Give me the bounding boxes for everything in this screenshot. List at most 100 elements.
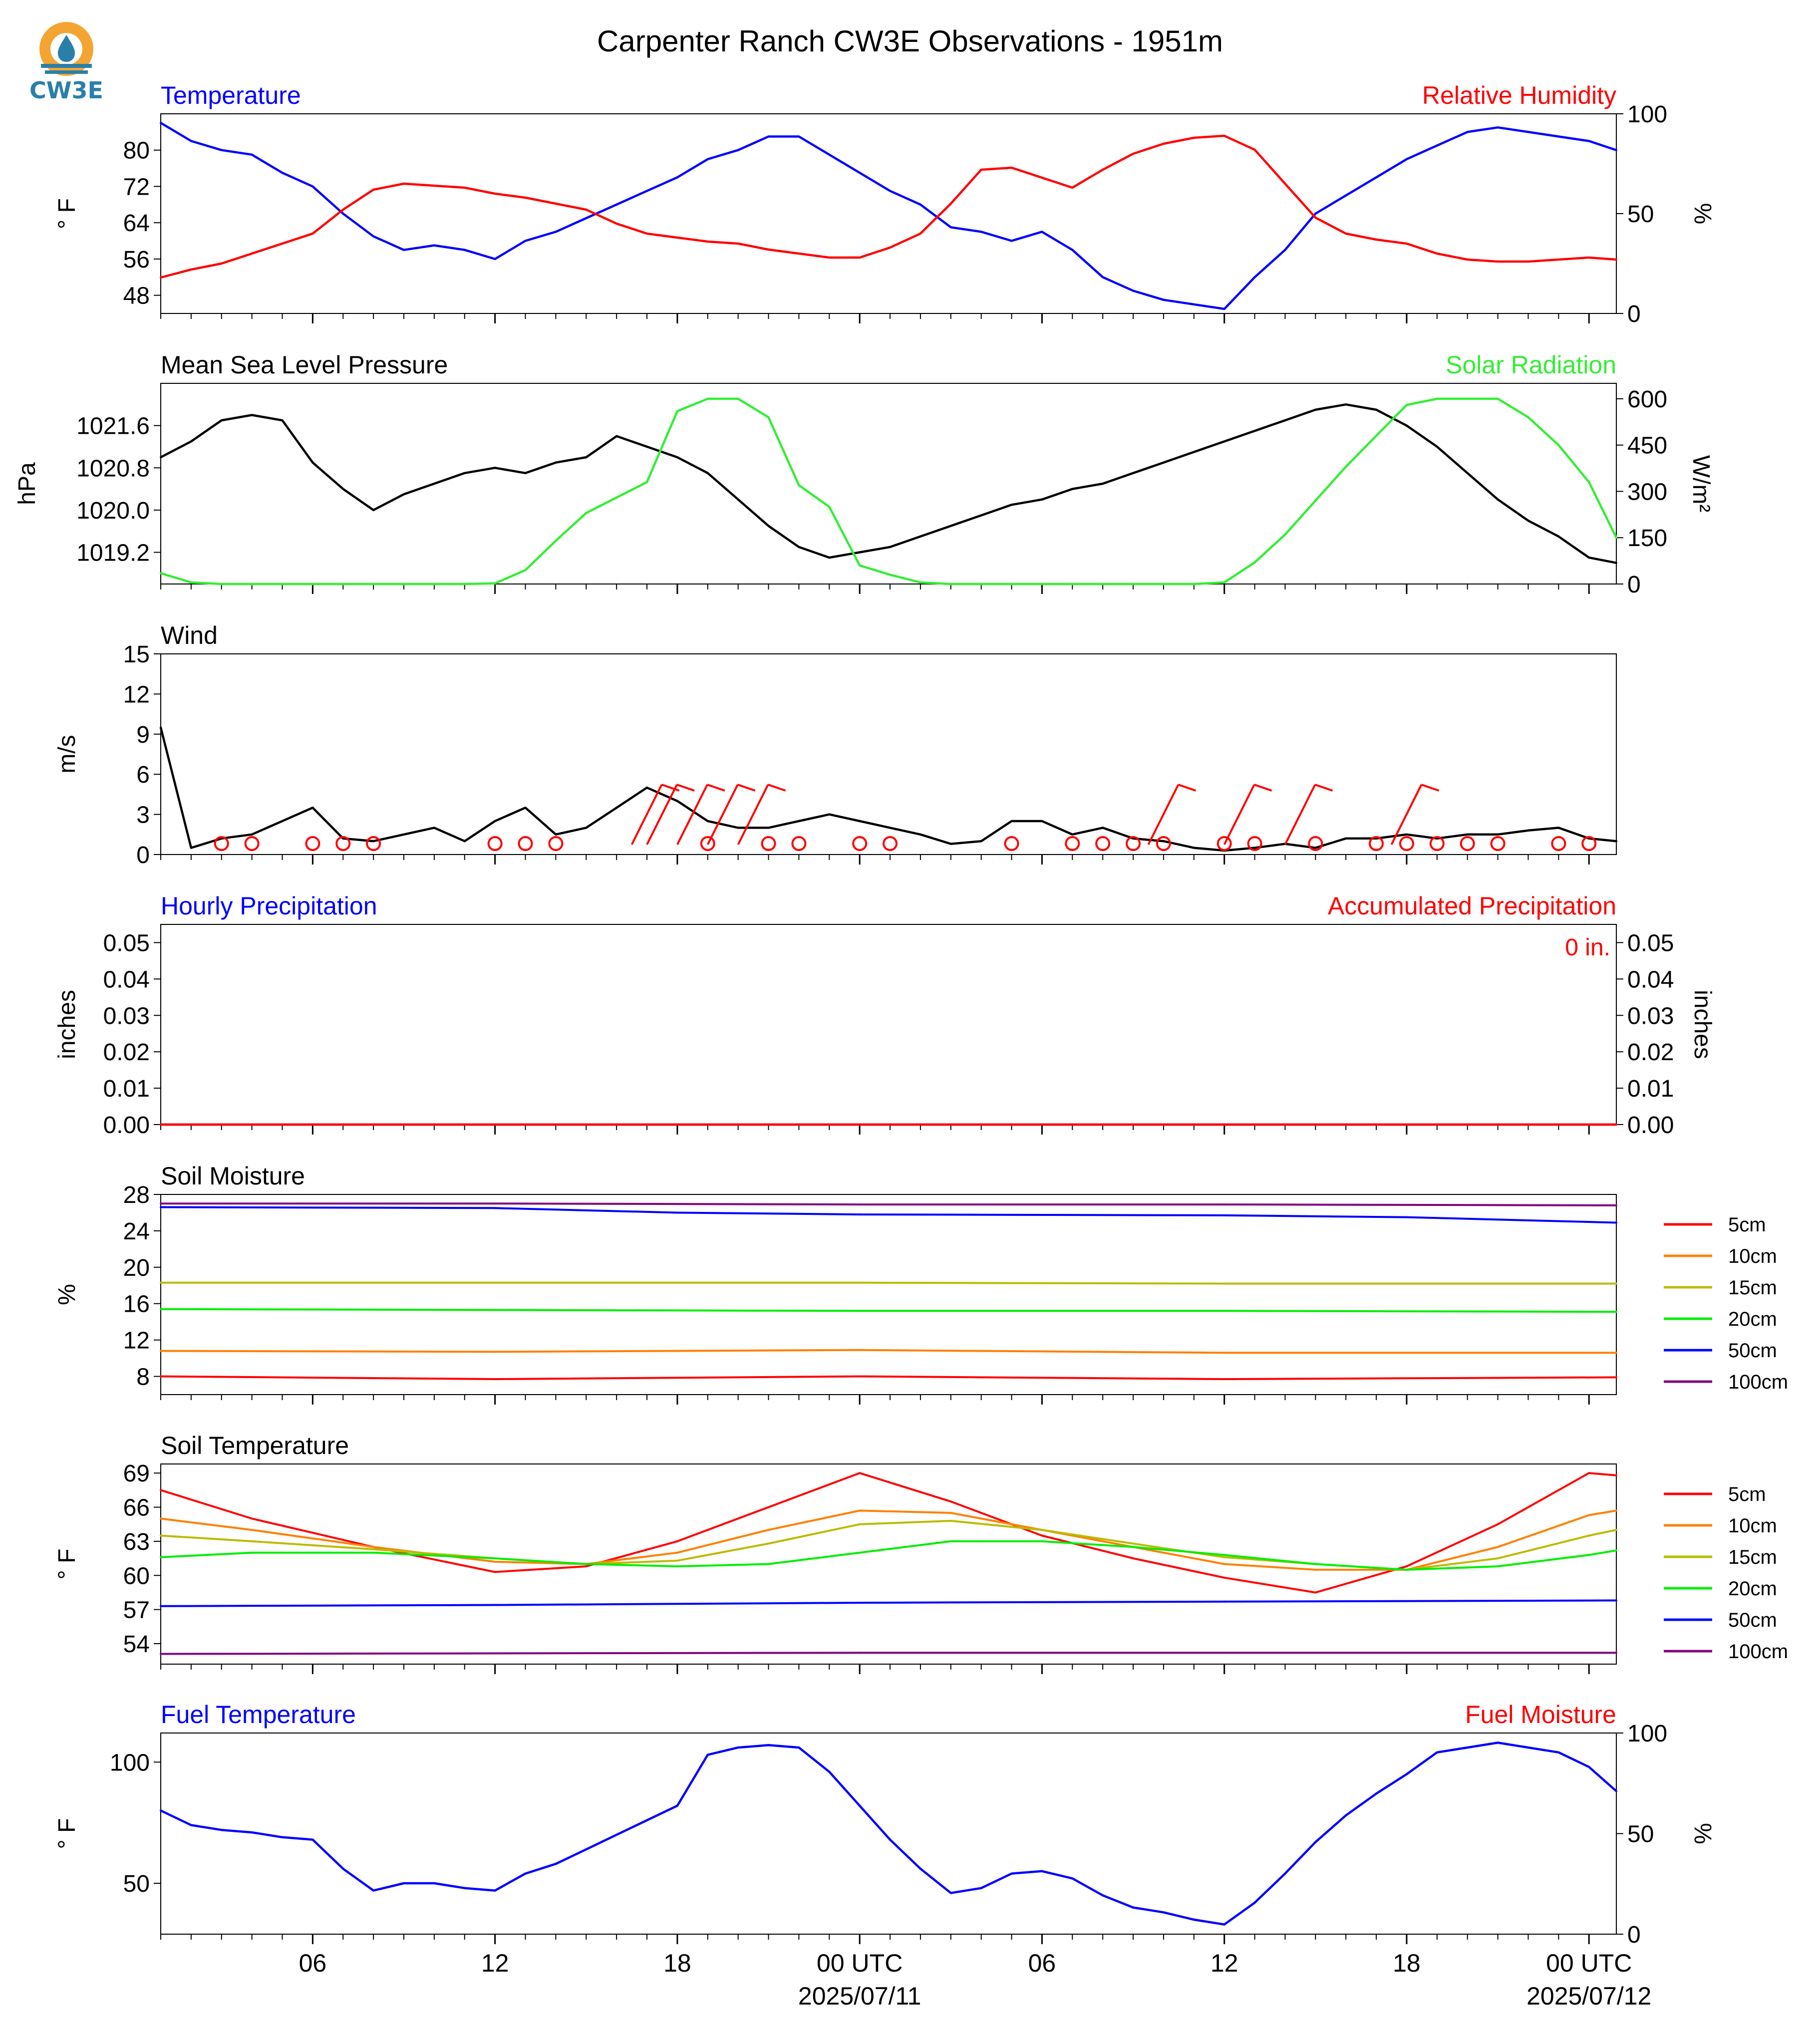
data-point xyxy=(1253,561,1256,564)
data-point xyxy=(798,1746,800,1749)
data-point xyxy=(403,249,405,251)
wind-barb-flag xyxy=(661,784,680,792)
data-point xyxy=(160,1375,162,1378)
calm-wind-circle xyxy=(1308,836,1323,851)
data-point xyxy=(676,456,678,459)
data-point xyxy=(1071,187,1074,189)
data-point xyxy=(372,189,375,191)
calm-wind-circle xyxy=(1490,836,1506,851)
y-tick-label: 54 xyxy=(123,1631,150,1658)
data-point xyxy=(1314,1568,1317,1571)
wind-barb-flag xyxy=(1178,784,1197,792)
y-axis-label: inches xyxy=(54,990,80,1059)
data-point xyxy=(706,820,709,822)
data-point xyxy=(1497,1557,1499,1560)
data-point xyxy=(615,435,618,437)
data-point xyxy=(1253,149,1256,151)
data-point xyxy=(1345,1814,1347,1817)
data-point xyxy=(1010,504,1013,506)
data-point xyxy=(160,1206,162,1208)
y-tick-label: 0.04 xyxy=(103,966,150,993)
y-right-axis-label: W/m² xyxy=(1688,455,1714,513)
calm-wind-circle xyxy=(1460,836,1475,851)
data-point xyxy=(251,1517,253,1520)
data-point xyxy=(980,1887,982,1889)
data-point xyxy=(1405,158,1408,160)
wind-barb-flag xyxy=(707,784,725,792)
data-point xyxy=(220,583,223,585)
data-point xyxy=(190,581,192,583)
y-right-tick-label: 0.04 xyxy=(1627,966,1674,993)
data-point xyxy=(1162,461,1165,464)
data-point xyxy=(1497,1523,1499,1525)
y-axis-label: ° F xyxy=(54,1818,80,1849)
data-point xyxy=(889,247,892,249)
data-point xyxy=(190,847,192,849)
data-point xyxy=(463,249,466,251)
y-tick-label: 50 xyxy=(123,1871,150,1897)
data-point xyxy=(1041,498,1043,501)
data-point xyxy=(646,1819,648,1821)
data-point xyxy=(1615,1282,1617,1285)
x-tick-label: 18 xyxy=(1393,1949,1421,1977)
wind-barb-staff xyxy=(737,784,769,845)
data-point xyxy=(1466,259,1469,261)
data-point xyxy=(494,1571,496,1573)
data-point xyxy=(1345,837,1347,840)
y-tick-label: 12 xyxy=(123,681,150,708)
y-tick-label: 28 xyxy=(123,1182,150,1208)
data-point xyxy=(160,1517,162,1520)
data-point xyxy=(859,1551,861,1554)
calm-wind-circle xyxy=(1216,836,1232,851)
data-point xyxy=(1497,833,1499,836)
data-point xyxy=(1162,298,1165,301)
data-point xyxy=(494,258,496,260)
data-point xyxy=(646,445,648,448)
data-point xyxy=(1284,183,1286,185)
panel-fuel: 50 100 0 50 100 Fuel Temperature Fuel Moisture… xyxy=(54,1701,1716,1948)
data-point xyxy=(706,1753,709,1756)
data-point xyxy=(585,512,588,514)
data-point xyxy=(372,1548,375,1550)
legend-label: 10cm xyxy=(1728,1245,1777,1267)
wind-barb-staff xyxy=(646,784,678,845)
data-point xyxy=(160,1308,162,1310)
data-point xyxy=(1223,1203,1225,1206)
data-point xyxy=(1041,1529,1043,1531)
data-point xyxy=(1405,833,1408,836)
data-point xyxy=(1557,259,1560,261)
data-point xyxy=(1375,408,1378,411)
calm-wind-circle xyxy=(518,836,533,851)
legend-label: 100cm xyxy=(1728,1641,1788,1663)
data-point xyxy=(1497,126,1499,129)
calm-wind-circle xyxy=(244,836,260,851)
data-point xyxy=(1223,1282,1225,1285)
panel-precipitation: 0.00 0.01 0.02 0.03 0.04 0.05 0.00 0.01 0.02 0.03… xyxy=(54,892,1716,1139)
data-point xyxy=(737,1746,739,1749)
data-point xyxy=(859,564,861,567)
data-point xyxy=(1588,1472,1590,1474)
data-point xyxy=(676,176,678,179)
y-right-tick-label: 0 xyxy=(1627,1922,1641,1948)
panel-pressure-solar: 1019.2 1020.0 1020.8 1021.6 0 150 300 450 600 Mea… xyxy=(14,351,1714,598)
data-point xyxy=(1405,404,1408,406)
data-point xyxy=(494,467,496,469)
panel-title-left: Wind xyxy=(161,621,218,649)
data-point xyxy=(1615,149,1617,151)
data-point xyxy=(1041,1534,1043,1537)
data-point xyxy=(949,1500,952,1503)
data-point xyxy=(737,149,739,151)
wind-barb-flag xyxy=(737,784,756,792)
logo-wave-1 xyxy=(41,64,92,68)
data-point xyxy=(585,1563,588,1565)
data-point xyxy=(1497,261,1499,263)
y-tick-label: 24 xyxy=(123,1218,150,1245)
data-point xyxy=(160,456,162,459)
data-point xyxy=(919,535,921,538)
data-point xyxy=(767,1744,770,1746)
data-point xyxy=(463,187,466,189)
data-point xyxy=(1102,483,1104,485)
x-tick-label: 06 xyxy=(299,1949,327,1977)
data-point xyxy=(1345,465,1347,468)
logo-water-drop-icon xyxy=(58,35,75,62)
